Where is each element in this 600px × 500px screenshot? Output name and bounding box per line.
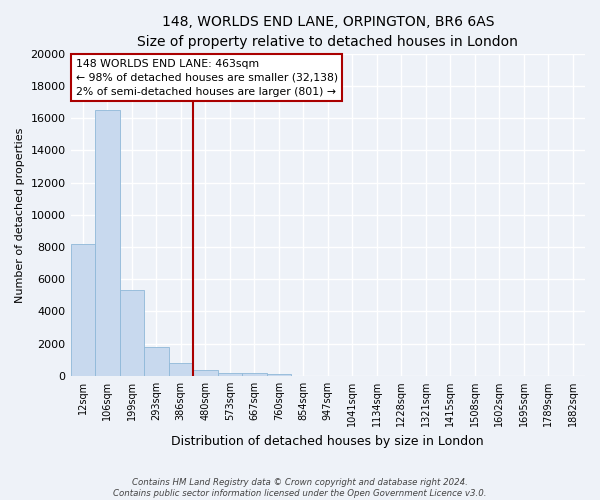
Text: 148 WORLDS END LANE: 463sqm
← 98% of detached houses are smaller (32,138)
2% of : 148 WORLDS END LANE: 463sqm ← 98% of det… [76, 58, 338, 96]
Bar [218, 372, 242, 376]
Bar [193, 370, 218, 376]
Text: Contains HM Land Registry data © Crown copyright and database right 2024.
Contai: Contains HM Land Registry data © Crown c… [113, 478, 487, 498]
Bar [144, 347, 169, 376]
Bar [266, 374, 291, 376]
Bar [242, 374, 266, 376]
Bar [169, 363, 193, 376]
Title: 148, WORLDS END LANE, ORPINGTON, BR6 6AS
Size of property relative to detached h: 148, WORLDS END LANE, ORPINGTON, BR6 6AS… [137, 15, 518, 48]
X-axis label: Distribution of detached houses by size in London: Distribution of detached houses by size … [172, 434, 484, 448]
Bar [95, 110, 119, 376]
Y-axis label: Number of detached properties: Number of detached properties [15, 127, 25, 302]
Bar [119, 290, 144, 376]
Bar [71, 244, 95, 376]
